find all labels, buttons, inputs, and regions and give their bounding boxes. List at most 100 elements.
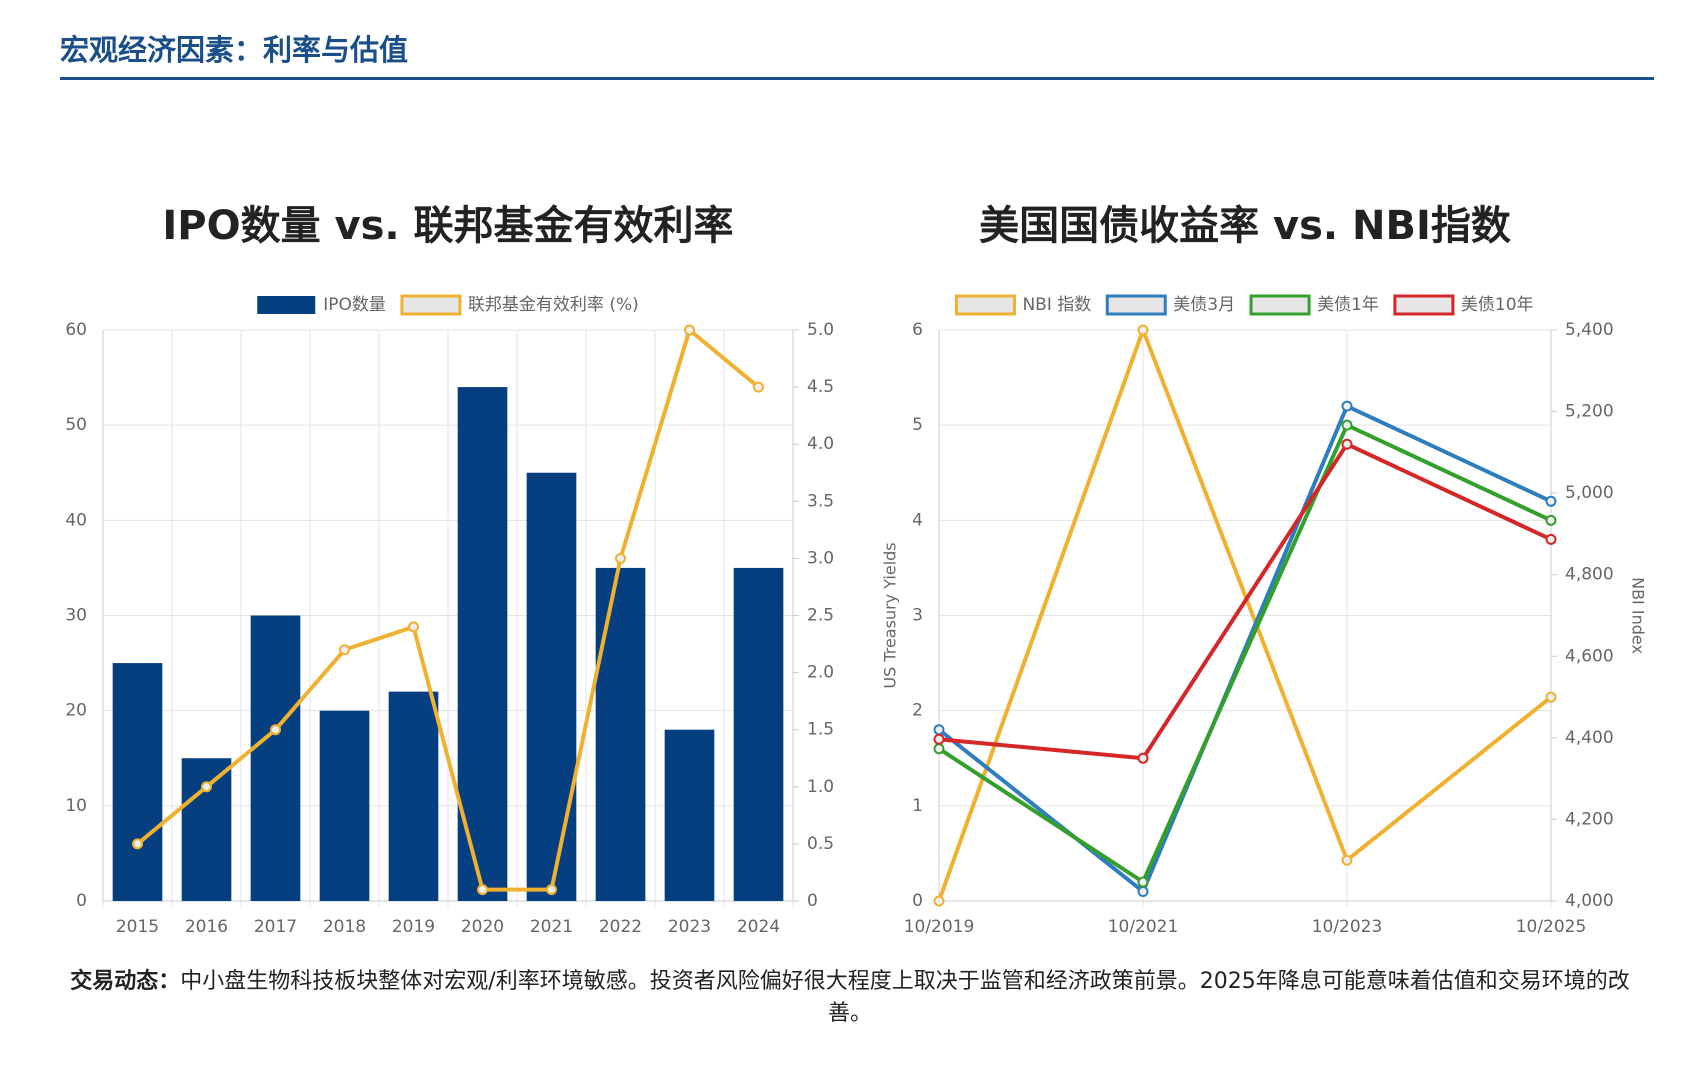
x-tick-label: 2016 [185,917,228,937]
bar [595,567,646,901]
legend-swatch [400,294,462,316]
legend-label: 联邦基金有效利率 (%) [468,295,639,315]
point [1137,752,1149,764]
point [339,644,350,656]
footer-label: 交易动态： [70,969,181,994]
y-tick-label: 5 [912,415,923,435]
y-tick-label: 50 [65,415,87,435]
y-axis-title: US Treasury Yields [881,542,900,688]
point [132,838,143,850]
point [408,621,419,633]
legend: NBI 指数 美债3月 美债1年 美债10年 [954,294,1534,316]
y2-tick-label: 3.0 [807,548,834,568]
x-tick-label: 2020 [461,917,504,937]
header-rule [60,77,1654,80]
bar [664,729,715,901]
bar [319,710,370,901]
x-tick-label: 2018 [323,917,366,937]
legend-label: NBI 指数 [1022,295,1091,315]
bar [733,567,784,901]
point [933,724,945,736]
bar [526,472,577,901]
y-tick-label: 10 [65,796,87,816]
y-tick-label: 1 [912,796,923,816]
x-tick-label: 2017 [254,917,297,937]
y-tick-label: 2 [912,701,923,721]
legend-swatch [954,294,1016,316]
bar [181,758,232,901]
y-tick-label: 30 [65,606,87,626]
point [1341,438,1353,450]
point [1137,885,1149,897]
x-tick-label: 2015 [116,917,159,937]
point [933,743,945,755]
legend-label: 美债3月 [1173,295,1235,315]
bar [112,663,163,901]
y-tick-label: 6 [912,320,923,340]
page-title: 宏观经济因素：利率与估值 [60,33,408,67]
legend-swatch [1393,294,1455,316]
x-tick-label: 2019 [392,917,435,937]
y2-tick-label: 0 [807,891,818,911]
y2-tick-label: 2.5 [807,606,834,626]
point [1545,514,1557,526]
y2-tick-label: 5,000 [1565,483,1614,503]
point [1341,419,1353,431]
x-tick-label: 10/2019 [904,917,975,937]
y-tick-label: 60 [65,320,87,340]
legend-label: 美债10年 [1461,295,1534,315]
x-tick-label: 2023 [668,917,711,937]
line [937,328,1553,902]
point [684,324,695,336]
legend-swatch [257,296,316,314]
chart-title: IPO数量 vs. 联邦基金有效利率 [162,203,733,249]
bar [250,615,301,901]
line [937,423,1552,884]
point [753,381,764,393]
y-tick-label: 0 [912,891,923,911]
point [1545,533,1557,545]
footer: 交易动态：中小盘生物科技板块整体对宏观/利率环境敏感。投资者风险偏好很大程度上取… [60,966,1640,1030]
point [1137,324,1149,336]
point [1137,876,1149,888]
y2-tick-label: 4.5 [807,377,834,397]
y2-tick-label: 0.5 [807,834,834,854]
point [615,552,626,564]
legend-label: IPO数量 [323,295,386,315]
point [1545,495,1557,507]
y2-tick-label: 4.0 [807,434,834,454]
point [1341,854,1353,866]
bar [388,691,439,901]
x-tick-label: 2021 [530,917,573,937]
line [136,328,760,892]
point [1341,400,1353,412]
y2-tick-label: 3.5 [807,491,834,511]
x-tick-label: 2024 [737,917,780,937]
legend: IPO数量 联邦基金有效利率 (%) [257,294,639,316]
bar [457,387,508,902]
y2-tick-label: 4,600 [1565,646,1614,666]
x-tick-label: 10/2025 [1516,917,1587,937]
y-tick-label: 40 [65,510,87,530]
y2-axis-title: NBI Index [1629,577,1648,654]
y-tick-label: 4 [912,510,923,530]
point [1545,691,1557,703]
legend-swatch [1249,294,1311,316]
y2-tick-label: 1.0 [807,777,834,797]
y-tick-label: 20 [65,701,87,721]
y2-tick-label: 4,800 [1565,565,1614,585]
x-tick-label: 2022 [599,917,642,937]
point [933,895,945,907]
x-tick-label: 10/2023 [1312,917,1383,937]
y2-tick-label: 1.5 [807,720,834,740]
x-tick-label: 10/2021 [1108,917,1179,937]
y2-tick-label: 4,000 [1565,891,1614,911]
line [938,442,1552,761]
y2-tick-label: 4,400 [1565,728,1614,748]
legend-swatch [1105,294,1167,316]
y2-tick-label: 2.0 [807,663,834,683]
y2-tick-label: 4,200 [1565,809,1614,829]
chart-title: 美国国债收益率 vs. NBI指数 [979,203,1511,249]
y-tick-label: 3 [912,606,923,626]
